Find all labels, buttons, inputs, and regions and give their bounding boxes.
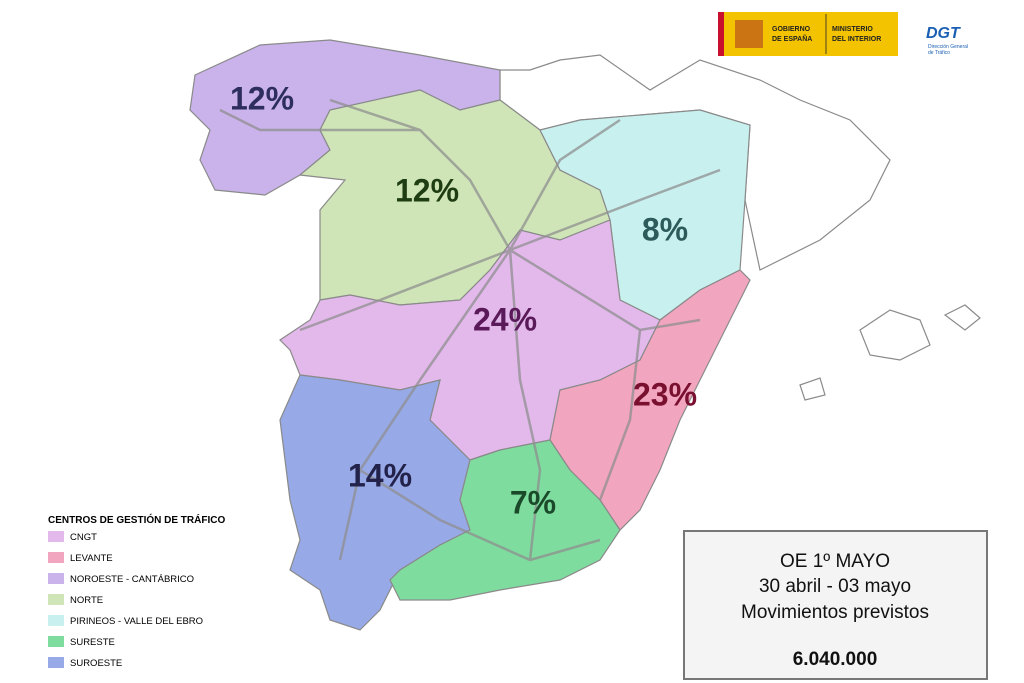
- info-line: 30 abril - 03 mayo: [759, 576, 911, 597]
- legend: CNGT LEVANTE NOROESTE - CANTÁBRICO NORTE…: [48, 531, 203, 669]
- region-percent: 24%: [473, 301, 537, 337]
- logo-text: DE ESPAÑA: [772, 34, 812, 43]
- legend-item: LEVANTE: [70, 553, 113, 564]
- legend-swatch: [48, 531, 64, 542]
- island: [859, 309, 931, 361]
- legend-item: NORTE: [70, 595, 103, 606]
- flag-stripe: [718, 12, 724, 56]
- legend-swatch: [48, 615, 64, 626]
- info-box: [683, 530, 988, 680]
- region-sureste: [389, 439, 621, 601]
- logo-text: MINISTERIO: [832, 26, 873, 33]
- region-levante: [549, 269, 751, 531]
- info-line: OE 1º MAYO: [780, 551, 890, 572]
- region-percent: 12%: [230, 80, 294, 116]
- region-percent: 7%: [510, 484, 556, 520]
- logo-text: GOBIERNO: [772, 26, 811, 33]
- legend-item: CNGT: [70, 532, 97, 543]
- region-percent: 12%: [395, 172, 459, 208]
- region-percent: 23%: [633, 376, 697, 412]
- legend-item: SUROESTE: [70, 658, 122, 669]
- road: [219, 98, 721, 562]
- legend-item: SURESTE: [70, 637, 115, 648]
- dgt-sub: Dirección General: [928, 44, 968, 50]
- legend-title: CENTROS DE GESTIÓN DE TRÁFICO: [48, 513, 225, 526]
- legend-swatch: [48, 552, 64, 563]
- dgt-sub: de Tráfico: [928, 50, 950, 56]
- dgt-panel: [898, 12, 984, 56]
- dgt-logo: DGT: [926, 25, 961, 42]
- region-percent: 8%: [642, 211, 688, 247]
- legend-swatch: [48, 594, 64, 605]
- legend-item: NOROESTE - CANTÁBRICO: [70, 574, 194, 585]
- legend-swatch: [48, 636, 64, 647]
- legend-swatch: [48, 657, 64, 668]
- island: [943, 304, 981, 331]
- region-percent: 14%: [348, 457, 412, 493]
- logo-text: DEL INTERIOR: [832, 36, 881, 43]
- info-total: 6.040.000: [793, 649, 878, 670]
- coat-of-arms: [735, 20, 763, 48]
- island: [799, 377, 826, 401]
- legend-swatch: [48, 573, 64, 584]
- info-line: Movimientos previstos: [741, 602, 929, 623]
- legend-item: PIRINEOS - VALLE DEL EBRO: [70, 616, 203, 627]
